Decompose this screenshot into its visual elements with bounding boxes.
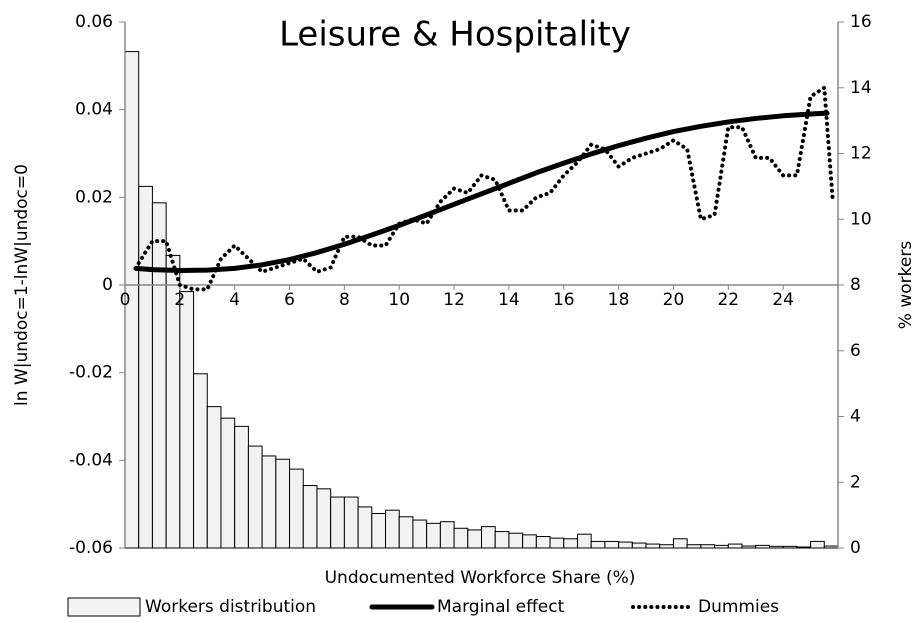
bar (371, 512, 387, 549)
x-tick-label: 10 (388, 290, 410, 310)
x-tick-label: 8 (339, 290, 350, 310)
y2-tick-label: 14 (850, 78, 872, 98)
x-tick-label: 6 (284, 290, 295, 310)
y2-axis-label: % workers (896, 241, 916, 330)
y-tick-label: 0.02 (75, 187, 113, 207)
bar (343, 496, 359, 549)
bar (247, 445, 263, 549)
bar (659, 544, 674, 549)
bar (261, 455, 277, 549)
bar (385, 509, 400, 549)
legend-swatch (67, 597, 141, 617)
x-tick-label: 2 (174, 290, 185, 310)
bar (494, 531, 510, 549)
line-series (133, 110, 830, 274)
bar (604, 540, 620, 549)
bar (727, 543, 743, 549)
bar (686, 544, 702, 549)
bar (151, 202, 167, 549)
chart-title: Leisure & Hospitality (279, 15, 631, 55)
x-tick-label: 20 (663, 290, 685, 310)
y-axis-label: ln W|undoc=1-lnW|undoc=0 (12, 164, 32, 406)
bar (220, 417, 236, 549)
bar (289, 468, 304, 549)
y-tick-label: 0 (102, 275, 113, 295)
bar (522, 534, 537, 549)
bar (426, 522, 441, 549)
bar (193, 373, 208, 549)
bar (672, 538, 688, 549)
bar (714, 544, 729, 549)
x-tick-label: 22 (717, 290, 739, 310)
bar (412, 519, 428, 549)
x-tick-label: 4 (229, 290, 240, 310)
bar (768, 545, 784, 549)
bar (700, 544, 716, 549)
bar (453, 527, 469, 549)
bar (439, 521, 455, 549)
bar (796, 546, 812, 549)
x-tick-label: 24 (772, 290, 794, 310)
x-tick-label: 16 (553, 290, 575, 310)
y2-tick-label: 10 (850, 209, 872, 229)
x-axis-label: Undocumented Workforce Share (%) (325, 568, 636, 588)
bar (535, 535, 551, 549)
bar (810, 540, 825, 549)
x-tick-label: 18 (608, 290, 630, 310)
y2-tick-label: 6 (850, 341, 861, 361)
bar (398, 516, 414, 549)
y-tick-label: -0.06 (69, 538, 113, 558)
bar (549, 537, 565, 549)
bar (316, 488, 332, 549)
bar (138, 185, 153, 549)
y-tick-label: -0.04 (69, 450, 113, 470)
bar (275, 458, 291, 549)
bar (631, 542, 647, 549)
bar (563, 538, 578, 549)
bar (330, 496, 345, 549)
x-tick-label: 14 (498, 290, 520, 310)
y2-tick-label: 0 (850, 538, 861, 558)
legend-label: Marginal effect (437, 597, 565, 617)
x-tick-label: 12 (443, 290, 465, 310)
y2-tick-label: 2 (850, 472, 861, 492)
y-tick-label: 0.04 (75, 100, 113, 120)
y-tick-label: -0.02 (69, 363, 113, 383)
legend-label: Dummies (698, 597, 779, 617)
y2-tick-label: 12 (850, 144, 872, 164)
y2-tick-label: 4 (850, 407, 861, 427)
bar (467, 529, 482, 549)
bar (508, 532, 524, 549)
bar (357, 506, 373, 549)
y-tick-label: 0.06 (75, 12, 113, 32)
bar (590, 540, 606, 549)
bar (206, 406, 222, 549)
bar (618, 541, 633, 549)
line-series (136, 85, 835, 292)
y2-tick-label: 8 (850, 275, 861, 295)
bar (823, 545, 839, 549)
bar (755, 544, 770, 549)
bar (179, 291, 195, 549)
legend-label: Workers distribution (145, 597, 316, 617)
bar (782, 545, 798, 549)
y2-tick-label: 16 (850, 12, 872, 32)
bar (645, 543, 661, 549)
bar (741, 545, 757, 549)
x-tick-label: 0 (120, 290, 131, 310)
bar (302, 485, 318, 549)
bar (576, 533, 592, 549)
bar (481, 526, 496, 549)
bar (234, 425, 249, 549)
